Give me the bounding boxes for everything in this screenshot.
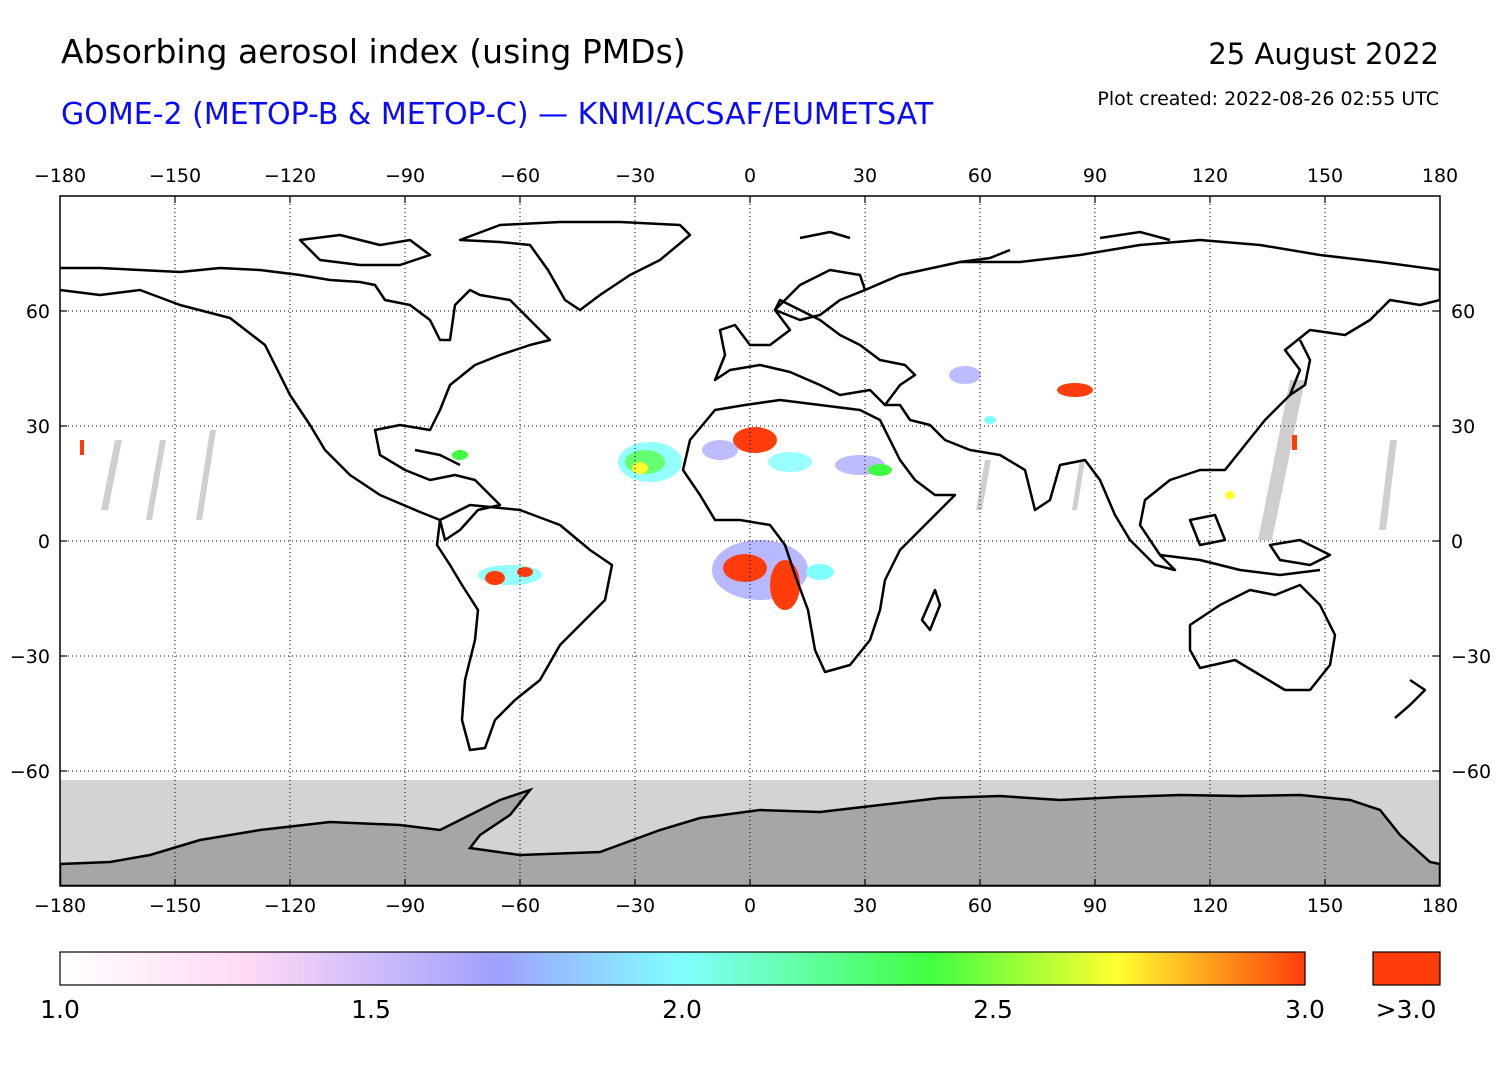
colorbar-overflow-label: >3.0 xyxy=(1375,995,1437,1024)
lat-tick-label: 0 xyxy=(38,531,50,553)
colorbar-label: 3.0 xyxy=(1285,995,1325,1024)
lon-tick-label: 90 xyxy=(1083,895,1107,917)
lat-tick-label: −30 xyxy=(10,646,50,668)
coastlines xyxy=(60,220,1440,752)
plume-central-asia xyxy=(1057,383,1093,397)
lon-tick-label: −60 xyxy=(500,895,540,917)
lon-tick-label: 120 xyxy=(1192,895,1228,917)
lon-tick-label: −30 xyxy=(615,165,655,187)
lat-labels-left: 60 30 0 −30 −60 xyxy=(10,301,50,783)
lon-tick-label: 90 xyxy=(1083,165,1107,187)
lon-labels-top: −180 −150 −120 −90 −60 −30 0 30 60 90 12… xyxy=(34,165,1458,187)
lat-tick-label: 30 xyxy=(26,416,50,438)
graticule xyxy=(60,196,1440,886)
lon-labels-bottom: −180 −150 −120 −90 −60 −30 0 30 60 90 12… xyxy=(34,895,1458,917)
lat-tick-label: −30 xyxy=(1451,646,1491,668)
lat-tick-label: −60 xyxy=(1451,761,1491,783)
lon-tick-label: −150 xyxy=(149,895,201,917)
lat-tick-label: 0 xyxy=(1451,531,1463,553)
colorbar-label: 2.5 xyxy=(973,995,1013,1024)
plot-created-timestamp: Plot created: 2022-08-26 02:55 UTC xyxy=(1097,88,1439,110)
lon-tick-label: −30 xyxy=(615,895,655,917)
colorbar-label: 1.5 xyxy=(351,995,391,1024)
map-subtitle: GOME-2 (METOP-B & METOP-C) — KNMI/ACSAF/… xyxy=(61,97,934,132)
lon-tick-label: −120 xyxy=(264,895,316,917)
lon-tick-label: 60 xyxy=(968,895,992,917)
lon-tick-label: 0 xyxy=(744,165,756,187)
lon-tick-label: 0 xyxy=(744,895,756,917)
colorbar xyxy=(59,951,1306,986)
colorbar-overflow-swatch xyxy=(1372,951,1441,986)
lon-tick-label: 60 xyxy=(968,165,992,187)
lon-tick-label: −90 xyxy=(385,895,425,917)
lon-tick-label: 150 xyxy=(1307,895,1343,917)
lat-tick-label: 60 xyxy=(26,301,50,323)
lon-tick-label: 150 xyxy=(1307,165,1343,187)
colorbar-label: 2.0 xyxy=(662,995,702,1024)
lon-tick-label: 30 xyxy=(853,895,877,917)
lon-tick-label: −150 xyxy=(149,165,201,187)
lon-tick-label: 120 xyxy=(1192,165,1228,187)
map-title: Absorbing aerosol index (using PMDs) xyxy=(61,32,686,71)
lat-tick-label: 60 xyxy=(1451,301,1475,323)
antarctica xyxy=(60,787,1440,886)
tick-marks xyxy=(60,196,1440,886)
no-data-swaths xyxy=(101,380,1397,540)
lon-tick-label: −60 xyxy=(500,165,540,187)
lon-tick-label: 180 xyxy=(1422,895,1458,917)
lon-tick-label: 30 xyxy=(853,165,877,187)
plume-sahara xyxy=(733,427,777,453)
lon-tick-label: −120 xyxy=(264,165,316,187)
lon-tick-label: −180 xyxy=(34,165,86,187)
lat-tick-label: 30 xyxy=(1451,416,1475,438)
map-date: 25 August 2022 xyxy=(1208,37,1439,71)
lon-tick-label: −90 xyxy=(385,165,425,187)
lon-tick-label: −180 xyxy=(34,895,86,917)
colorbar-label: 1.0 xyxy=(40,995,80,1024)
lat-labels-right: 60 30 0 −30 −60 xyxy=(1451,301,1491,783)
lat-tick-label: −60 xyxy=(10,761,50,783)
lon-tick-label: 180 xyxy=(1422,165,1458,187)
